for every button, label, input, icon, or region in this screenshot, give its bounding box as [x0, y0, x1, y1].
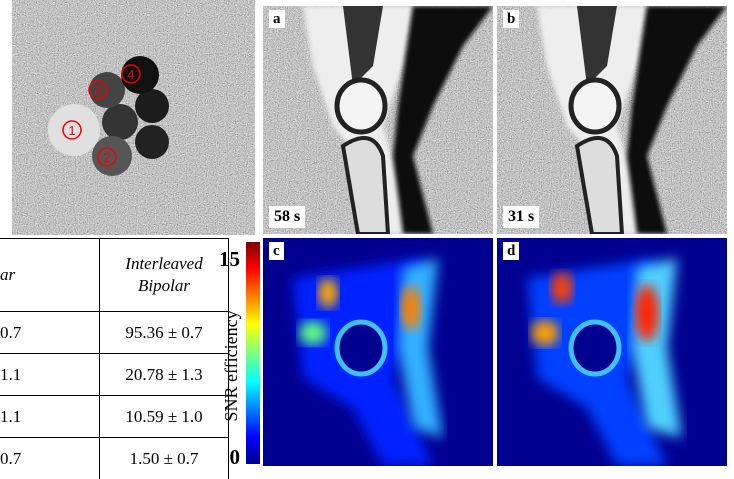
- knee-image: [497, 6, 727, 234]
- phantom-image: 1 2 3 4: [12, 0, 255, 235]
- table-header: ar: [0, 239, 100, 312]
- knee-image: [263, 6, 493, 234]
- table-cell: 95.36 ± 0.7: [100, 312, 229, 354]
- phantom-label: 2: [103, 150, 110, 165]
- phantom-label: 1: [68, 123, 75, 138]
- scan-time: 31 s: [503, 206, 539, 228]
- scan-time: 58 s: [269, 206, 305, 228]
- panel-label: a: [269, 10, 285, 28]
- panel-b: b 31 s: [497, 6, 727, 234]
- table-cell: 1.1: [0, 396, 100, 438]
- colorbar-max: 15: [219, 247, 240, 271]
- figure: {"phantom": {"labels": ["1", "2", "3", "…: [0, 0, 734, 466]
- panel-a: a 58 s: [263, 6, 493, 234]
- snr-map: [497, 238, 727, 466]
- colorbar-min: 0: [230, 445, 241, 466]
- phantom-label: 3: [94, 83, 101, 98]
- snr-map: [263, 238, 493, 466]
- panel-label: c: [269, 242, 284, 260]
- table-cell: 10.59 ± 1.0: [100, 396, 229, 438]
- panel-label: b: [503, 10, 519, 28]
- phantom-label: 4: [127, 67, 134, 82]
- table-cell: 0.7: [0, 312, 100, 354]
- panel-label: d: [503, 242, 519, 260]
- panel-c: c: [263, 238, 493, 466]
- table-cell: 1.1: [0, 354, 100, 396]
- colorbar-label: SNR efficiency: [221, 310, 241, 421]
- colorbar-gradient: [246, 242, 260, 464]
- table-cell: 20.78 ± 1.3: [100, 354, 229, 396]
- panel-d: d: [497, 238, 727, 466]
- colorbar: 15 0 SNR efficiency: [218, 238, 263, 466]
- table-cell: 0.7: [0, 438, 100, 479]
- table-cell: 1.50 ± 0.7: [100, 438, 229, 479]
- table-header: Interleaved Bipolar: [100, 239, 229, 312]
